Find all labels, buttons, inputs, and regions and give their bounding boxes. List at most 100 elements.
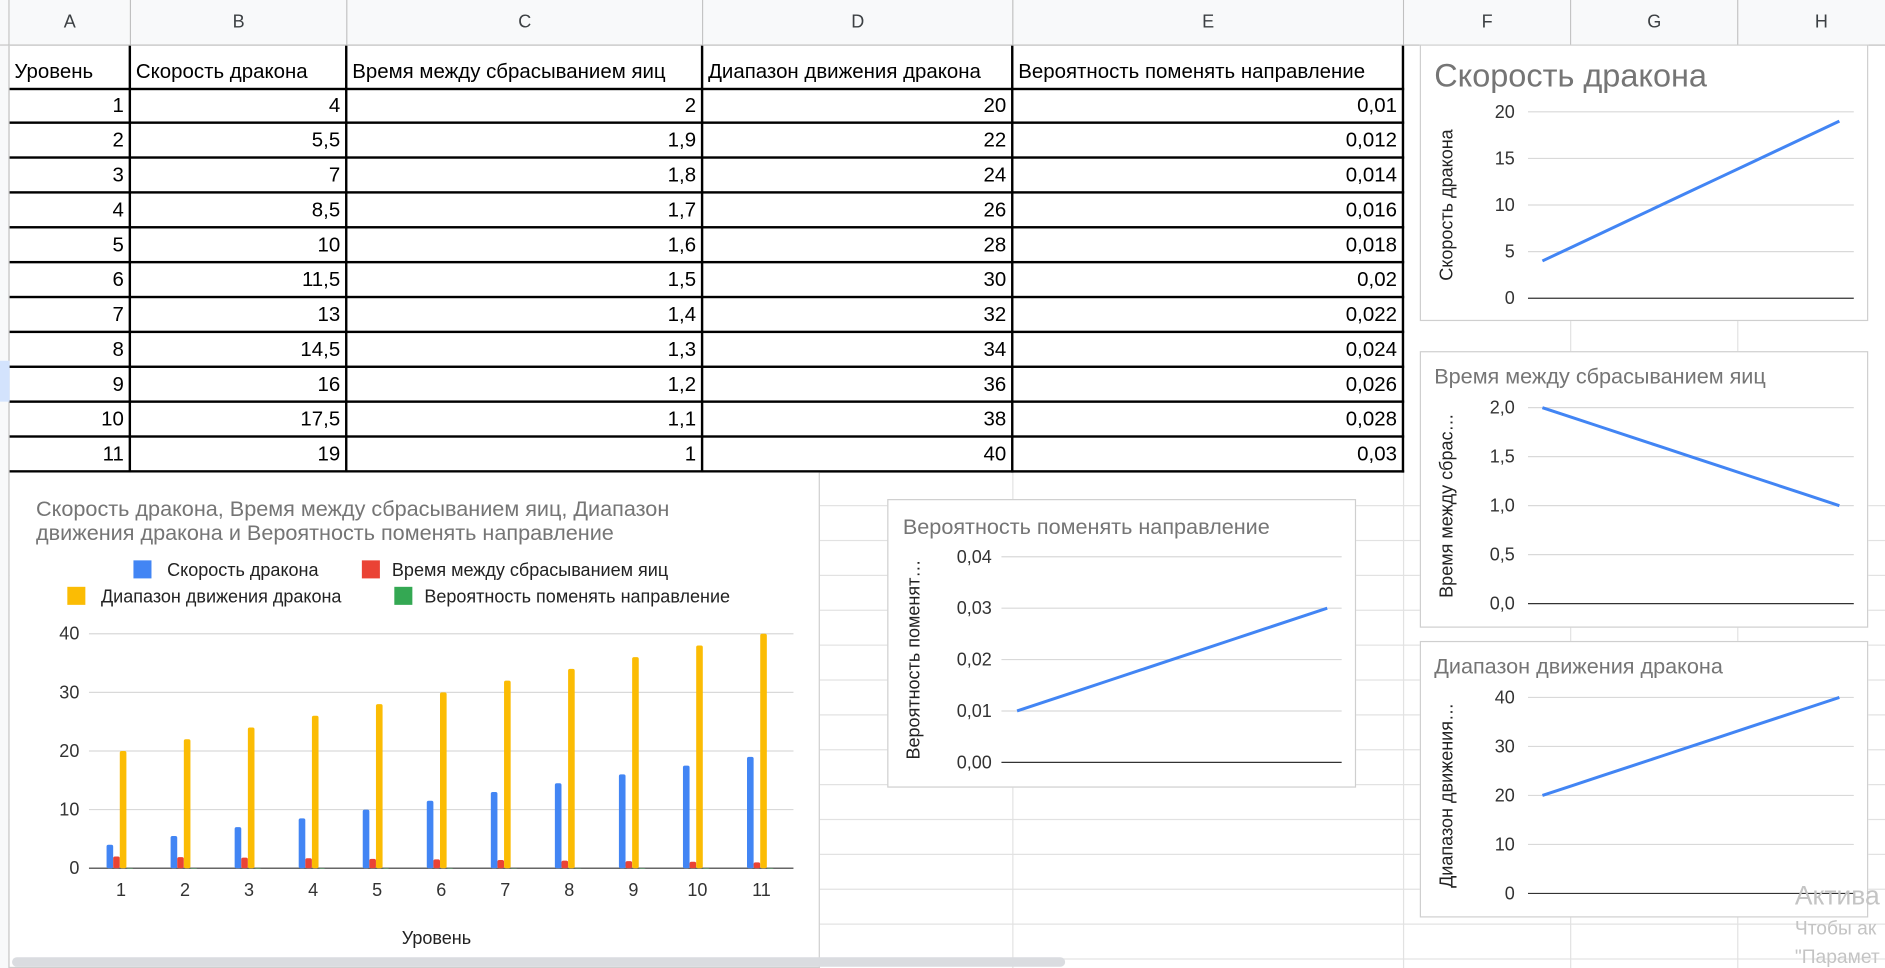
bar-chart-x-tick: 7 bbox=[500, 880, 510, 900]
cell-egg-time[interactable]: 1,6 bbox=[667, 233, 697, 257]
bar-chart-x-tick: 1 bbox=[116, 880, 126, 900]
cell-level[interactable]: 8 bbox=[112, 337, 124, 361]
cell-speed[interactable]: 16 bbox=[317, 372, 341, 396]
cell-range[interactable]: 36 bbox=[983, 372, 1007, 396]
cell-probability[interactable]: 0,02 bbox=[1357, 268, 1397, 292]
cell-probability[interactable]: 0,012 bbox=[1345, 128, 1397, 152]
cell-egg-time[interactable]: 1,7 bbox=[667, 198, 697, 222]
cell-probability[interactable]: 0,014 bbox=[1345, 163, 1397, 187]
cell-probability[interactable]: 0,016 bbox=[1345, 198, 1397, 222]
cell-egg-time[interactable]: 1,2 bbox=[667, 372, 697, 396]
header-cell-range[interactable]: Диапазон движения дракона bbox=[708, 60, 981, 83]
row-header-strip[interactable] bbox=[0, 45, 10, 968]
header-cell-egg-time[interactable]: Время между сбрасыванием яиц bbox=[352, 60, 666, 83]
bar-chart-x-tick: 10 bbox=[687, 880, 707, 900]
bar-2 bbox=[241, 857, 248, 869]
cell-level[interactable]: 5 bbox=[112, 233, 124, 257]
line-chart-range[interactable]: Диапазон движения дракона 0 10 20 30 40 Диапа… bbox=[1419, 640, 1869, 918]
header-cell-level[interactable]: Уровень bbox=[14, 60, 94, 83]
cell-speed[interactable]: 5,5 bbox=[311, 128, 341, 152]
line-chart-range-title: Диапазон движения дракона bbox=[1434, 653, 1724, 678]
cell-range[interactable]: 30 bbox=[983, 268, 1007, 292]
column-header-a[interactable]: A bbox=[9, 0, 132, 46]
cell-probability[interactable]: 0,022 bbox=[1345, 303, 1397, 326]
cell-egg-time[interactable]: 1,8 bbox=[667, 163, 697, 187]
bar-2 bbox=[369, 858, 376, 869]
cell-level[interactable]: 2 bbox=[112, 128, 124, 152]
cell-speed[interactable]: 7 bbox=[328, 163, 341, 187]
column-header-h[interactable]: H bbox=[1738, 0, 1885, 46]
bar-chart-x-axis-label: Уровень bbox=[402, 928, 471, 948]
cell-range[interactable]: 22 bbox=[983, 128, 1007, 152]
cell-range[interactable]: 24 bbox=[983, 163, 1007, 187]
column-header-g[interactable]: G bbox=[1571, 0, 1739, 46]
column-header-d[interactable]: D bbox=[703, 0, 1014, 46]
bar-chart-combined[interactable]: Скорость дракона, Время между сбрасывани… bbox=[9, 472, 820, 968]
line-chart-y-tick: 0,03 bbox=[957, 598, 992, 618]
column-header-f[interactable]: F bbox=[1404, 0, 1572, 46]
cell-level[interactable]: 11 bbox=[102, 442, 124, 466]
cell-level[interactable]: 3 bbox=[112, 163, 124, 187]
cell-probability[interactable]: 0,01 bbox=[1357, 93, 1397, 117]
line-chart-probability[interactable]: Вероятность поменять направление 0,00 0,0… bbox=[887, 499, 1357, 788]
cell-speed[interactable]: 11,5 bbox=[301, 268, 341, 292]
column-header-e[interactable]: E bbox=[1013, 0, 1405, 46]
cell-egg-time[interactable]: 2 bbox=[684, 93, 697, 117]
row-header-highlight bbox=[0, 360, 10, 402]
cell-range[interactable]: 26 bbox=[983, 198, 1007, 222]
cell-probability[interactable]: 0,026 bbox=[1345, 372, 1397, 396]
legend-swatch-egg-time bbox=[361, 560, 380, 579]
bar-2 bbox=[305, 858, 312, 869]
cell-range[interactable]: 38 bbox=[983, 407, 1007, 431]
cell-egg-time[interactable]: 1,9 bbox=[667, 128, 697, 152]
horizontal-scrollbar[interactable] bbox=[12, 957, 1066, 967]
cell-speed[interactable]: 4 bbox=[328, 93, 341, 117]
cell-speed[interactable]: 13 bbox=[317, 303, 341, 326]
cell-speed[interactable]: 14,5 bbox=[300, 337, 341, 361]
cell-egg-time[interactable]: 1 bbox=[684, 442, 697, 466]
cell-egg-time[interactable]: 1,5 bbox=[667, 268, 697, 292]
cell-speed[interactable]: 10 bbox=[317, 233, 341, 257]
cell-range[interactable]: 40 bbox=[983, 442, 1007, 466]
activation-watermark-title: Актива bbox=[1794, 880, 1880, 911]
line-chart-egg-time[interactable]: Время между сбрасыванием яиц 0,0 0,5 1,0 1,… bbox=[1419, 351, 1869, 628]
bar-1 bbox=[362, 809, 370, 869]
header-cell-probability[interactable]: Вероятность поменять направление bbox=[1018, 60, 1366, 83]
cell-level[interactable]: 7 bbox=[112, 303, 124, 326]
legend-label-range: Диапазон движения дракона bbox=[101, 586, 342, 606]
bar-chart-x-tick: 3 bbox=[244, 880, 254, 900]
cell-probability[interactable]: 0,03 bbox=[1357, 442, 1397, 466]
cell-probability[interactable]: 0,024 bbox=[1345, 337, 1397, 361]
cell-range[interactable]: 28 bbox=[983, 233, 1007, 257]
bar-chart-y-tick: 10 bbox=[59, 800, 79, 820]
cell-range[interactable]: 20 bbox=[983, 93, 1007, 117]
cell-egg-time[interactable]: 1,3 bbox=[667, 337, 697, 361]
header-cell-speed[interactable]: Скорость дракона bbox=[135, 60, 308, 83]
cell-level[interactable]: 4 bbox=[112, 198, 124, 222]
cell-level[interactable]: 9 bbox=[112, 372, 124, 396]
line-chart-y-tick: 1,5 bbox=[1490, 447, 1515, 467]
line-chart-speed-svg: Скорость дракона 0 5 10 15 20 Скорость дракон… bbox=[1434, 58, 1854, 308]
column-header-c[interactable]: C bbox=[347, 0, 704, 46]
bar-2 bbox=[689, 861, 697, 869]
line-chart-speed[interactable]: Скорость дракона 0 5 10 15 20 Скорость дракон… bbox=[1419, 44, 1869, 322]
cell-range[interactable]: 34 bbox=[983, 337, 1007, 361]
cell-probability[interactable]: 0,028 bbox=[1345, 407, 1397, 431]
select-all-corner[interactable] bbox=[0, 0, 10, 46]
cell-speed[interactable]: 17,5 bbox=[300, 407, 341, 431]
bar-1 bbox=[747, 756, 754, 869]
cell-level[interactable]: 10 bbox=[101, 407, 124, 431]
line-chart-probability-svg: Вероятность поменять направление 0,00 0,0… bbox=[903, 514, 1342, 772]
cell-speed[interactable]: 19 bbox=[317, 442, 341, 466]
cell-speed[interactable]: 8,5 bbox=[311, 198, 341, 222]
cell-egg-time[interactable]: 1,4 bbox=[667, 303, 697, 326]
line-chart-y-axis-label: Вероятность поменят… bbox=[904, 560, 924, 760]
cell-level[interactable]: 1 bbox=[112, 93, 124, 117]
bar-3 bbox=[632, 657, 639, 869]
column-header-b[interactable]: B bbox=[131, 0, 348, 46]
cell-level[interactable]: 6 bbox=[112, 268, 124, 292]
cell-range[interactable]: 32 bbox=[983, 303, 1007, 326]
line-chart-speed-title: Скорость дракона bbox=[1434, 58, 1708, 94]
cell-egg-time[interactable]: 1,1 bbox=[667, 407, 697, 431]
cell-probability[interactable]: 0,018 bbox=[1345, 233, 1397, 257]
